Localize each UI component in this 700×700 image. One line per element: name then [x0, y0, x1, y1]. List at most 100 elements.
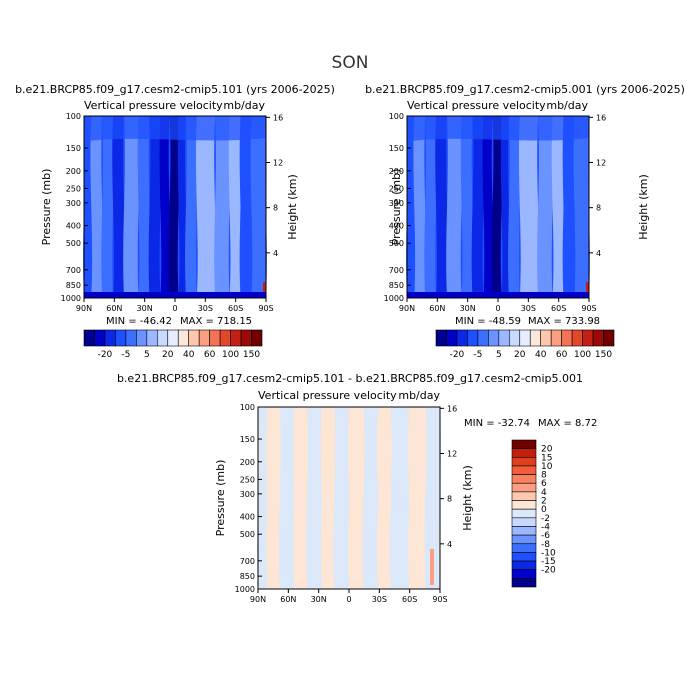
- colorbar-label: 5: [144, 350, 150, 360]
- y-tick-label: 400: [66, 222, 81, 231]
- y-tick-label: 700: [240, 557, 255, 566]
- max-label: MAX = 733.98: [528, 316, 600, 327]
- colorbar: -20 -5 5 20 40 60 100 150: [83, 329, 263, 360]
- field-band: [362, 407, 379, 589]
- field-band: [407, 116, 589, 142]
- y-tick-label: 150: [389, 144, 404, 153]
- colorbar-label: 150: [243, 350, 260, 360]
- colorbar-swatch: [511, 474, 537, 484]
- field-band: [430, 549, 434, 585]
- x-tick-label: 90S: [581, 304, 596, 313]
- field-band: [263, 282, 266, 292]
- x-tick-label: 30N: [311, 595, 327, 604]
- colorbar-swatch: [115, 329, 127, 347]
- colorbar-swatch: [511, 578, 537, 588]
- min-label: MIN = -32.74: [464, 418, 530, 429]
- y-right-tick-label: 12: [596, 159, 606, 168]
- x-tick-label: 60S: [228, 304, 243, 313]
- colorbar-swatch: [177, 329, 190, 347]
- colorbar-label: 8: [541, 471, 547, 481]
- panel-difference: b.e21.BRCP85.f09_g17.cesm2-cmip5.101 - b…: [117, 372, 597, 604]
- colorbar-swatch: [511, 465, 537, 475]
- x-tick-label: 30S: [372, 595, 387, 604]
- colorbar-label: 100: [222, 350, 239, 360]
- colorbar-swatch: [561, 329, 573, 347]
- colorbar-swatch: [508, 329, 521, 347]
- field-band: [573, 116, 590, 298]
- y-axis-right-label: Height (km): [461, 465, 474, 531]
- y-tick-label: 300: [389, 199, 404, 208]
- colorbar-swatch: [511, 526, 537, 536]
- colorbar-label: -15: [541, 557, 556, 567]
- y-tick-label: 400: [240, 513, 255, 522]
- colorbar-label: 5: [496, 350, 502, 360]
- y-axis-label: Pressure (mb): [40, 169, 53, 246]
- y-tick-label: 850: [66, 281, 81, 290]
- colorbar-swatch: [456, 329, 468, 347]
- colorbar-swatch: [83, 329, 95, 347]
- field-band: [471, 116, 485, 298]
- colorbar-label: 4: [541, 488, 547, 498]
- colorbar-swatch: [511, 560, 537, 571]
- heatmap-plot: 100 150 200 250 300 400 500 700 850 1000 4 8 12 16 90N…: [384, 112, 607, 313]
- field-band: [214, 116, 231, 298]
- y-axis-label: Pressure (mb): [214, 460, 227, 537]
- colorbar-swatch: [104, 329, 116, 347]
- field-band: [83, 116, 93, 298]
- colorbar-swatch: [209, 329, 221, 347]
- x-tick-label: 60N: [429, 304, 445, 313]
- y-tick-label: 200: [240, 458, 255, 467]
- x-tick-label: 60N: [280, 595, 296, 604]
- panel-subtitle: Vertical pressure velocity: [258, 389, 397, 402]
- colorbar-label: -5: [121, 350, 130, 360]
- colorbar-label: 20: [541, 445, 553, 455]
- field-band: [377, 407, 392, 589]
- colorbar-label: -20: [450, 350, 465, 360]
- field-band: [250, 116, 267, 298]
- heatmap-plot: 100 150 200 250 300 400 500 700 850 1000 4 8 12 16 90N…: [61, 112, 284, 313]
- colorbar-swatch: [136, 329, 148, 347]
- field-band: [413, 116, 427, 298]
- colorbar-label: -20: [541, 566, 556, 576]
- colorbar-swatch: [529, 329, 542, 347]
- colorbar-label: 60: [204, 350, 216, 360]
- y-right-tick-label: 12: [273, 159, 283, 168]
- panel-model-001: b.e21.BRCP85.f09_g17.cesm2-cmip5.001 (yr…: [365, 83, 685, 360]
- field-band: [586, 282, 589, 292]
- colorbar-label: -2: [541, 514, 550, 524]
- colorbar-swatch: [571, 329, 583, 347]
- y-tick-label: 250: [240, 475, 255, 484]
- colorbar-swatch: [511, 482, 537, 493]
- x-tick-label: 90N: [399, 304, 415, 313]
- colorbar-label: 2: [541, 497, 547, 507]
- field-band: [257, 407, 268, 589]
- colorbar-label: 150: [595, 350, 612, 360]
- field-band: [168, 116, 180, 298]
- colorbar-swatch: [498, 329, 510, 347]
- y-right-tick-label: 16: [447, 404, 457, 413]
- colorbar-swatch: [582, 329, 594, 347]
- colorbar-label: 60: [556, 350, 568, 360]
- x-tick-label: 90N: [76, 304, 92, 313]
- colorbar-swatch: [251, 329, 263, 347]
- field-band: [348, 407, 365, 589]
- colorbar-swatch: [94, 329, 106, 347]
- panel-subtitle: Vertical pressure velocity: [84, 99, 223, 112]
- colorbar-label: 40: [183, 350, 195, 360]
- colorbar-label: 10: [541, 462, 553, 472]
- field-band: [446, 116, 463, 298]
- field-band: [537, 116, 554, 298]
- y-right-tick-label: 8: [273, 204, 278, 213]
- y-tick-label: 500: [66, 239, 81, 248]
- y-axis-right-label: Height (km): [637, 174, 650, 240]
- panel-units: mb/day: [223, 99, 265, 112]
- y-tick-label: 700: [66, 266, 81, 275]
- x-tick-label: 90S: [432, 595, 447, 604]
- colorbar-swatch: [156, 329, 169, 347]
- field-band: [508, 116, 521, 298]
- y-right-tick-label: 16: [596, 113, 606, 122]
- field-band: [195, 116, 216, 298]
- colorbar-label: 0: [541, 505, 547, 515]
- panel-title: b.e21.BRCP85.f09_g17.cesm2-cmip5.101 (yr…: [15, 83, 335, 96]
- colorbar-swatch: [435, 329, 447, 347]
